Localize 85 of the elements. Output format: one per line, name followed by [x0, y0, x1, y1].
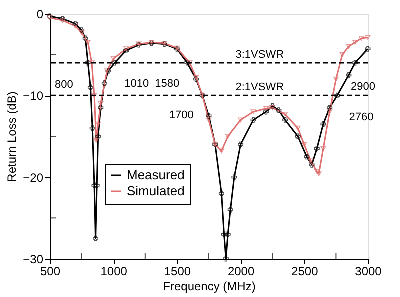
point	[222, 232, 228, 238]
point	[187, 60, 193, 66]
point	[238, 118, 244, 123]
point	[282, 117, 288, 123]
x-axis-title: Frequency (MHz)	[163, 280, 256, 294]
point	[223, 256, 229, 262]
point	[89, 60, 95, 66]
y-tick-label: −10	[23, 89, 44, 104]
point	[309, 162, 315, 168]
x-tick-label: 500	[40, 264, 61, 278]
point	[82, 36, 88, 42]
point	[250, 110, 256, 114]
point	[225, 134, 231, 139]
point	[320, 122, 326, 127]
point	[302, 142, 308, 148]
point	[365, 46, 371, 52]
point	[206, 118, 212, 123]
point	[98, 105, 104, 111]
y-tick-label: −20	[23, 170, 44, 185]
point	[365, 35, 371, 40]
point	[352, 40, 358, 46]
point	[295, 126, 301, 131]
point	[232, 174, 238, 180]
point	[218, 190, 224, 196]
point	[96, 122, 102, 127]
point	[314, 169, 320, 174]
point	[79, 28, 85, 34]
point	[340, 52, 346, 58]
annotation: 2900	[351, 81, 376, 93]
point	[72, 21, 78, 27]
point	[263, 109, 269, 115]
annotation: 800	[54, 79, 74, 91]
point	[308, 158, 314, 164]
point	[327, 105, 333, 111]
point	[316, 172, 322, 176]
point	[282, 112, 288, 117]
y-tick-label: 0	[36, 8, 44, 22]
point	[96, 134, 102, 140]
point	[327, 110, 333, 114]
point	[358, 36, 364, 41]
point	[225, 232, 231, 238]
y-tick-label: −30	[23, 252, 44, 266]
point	[94, 138, 100, 144]
point	[72, 24, 78, 29]
annotation: 2760	[349, 112, 374, 124]
x-tick-label: 3000	[355, 264, 382, 278]
point	[304, 154, 310, 160]
point	[90, 126, 96, 132]
x-tick-label: 1500	[164, 264, 192, 278]
point	[184, 60, 190, 66]
point	[102, 80, 108, 86]
point	[112, 60, 118, 66]
legend-label: Measured	[127, 168, 185, 182]
point	[85, 60, 91, 66]
point	[346, 72, 352, 78]
y-axis-title: Return Loss (dB)	[5, 92, 20, 182]
x-tick-label: 2500	[292, 264, 319, 278]
legend-label: Simulated	[127, 184, 185, 198]
point	[250, 117, 256, 123]
point	[295, 134, 301, 140]
point	[79, 30, 85, 36]
annotation: 1010	[124, 78, 150, 90]
x-tick-label: 1000	[100, 264, 128, 278]
point	[352, 60, 358, 66]
point	[320, 146, 326, 152]
point	[314, 146, 320, 152]
point	[263, 106, 269, 112]
point	[206, 113, 212, 119]
annotation: 3:1VSWR	[236, 49, 284, 61]
annotation: 1580	[155, 78, 180, 90]
annotation: 1700	[169, 110, 194, 122]
point	[88, 84, 94, 90]
x-tick-label: 2000	[228, 264, 255, 278]
point	[334, 92, 340, 98]
point	[276, 108, 282, 114]
annotation: 2:1VSWR	[236, 82, 284, 94]
point	[238, 142, 244, 148]
point	[228, 207, 234, 213]
point	[85, 40, 91, 46]
point	[346, 44, 352, 50]
point	[333, 76, 339, 82]
point	[110, 56, 116, 62]
point	[218, 148, 224, 154]
point	[98, 101, 104, 106]
point	[93, 236, 99, 242]
